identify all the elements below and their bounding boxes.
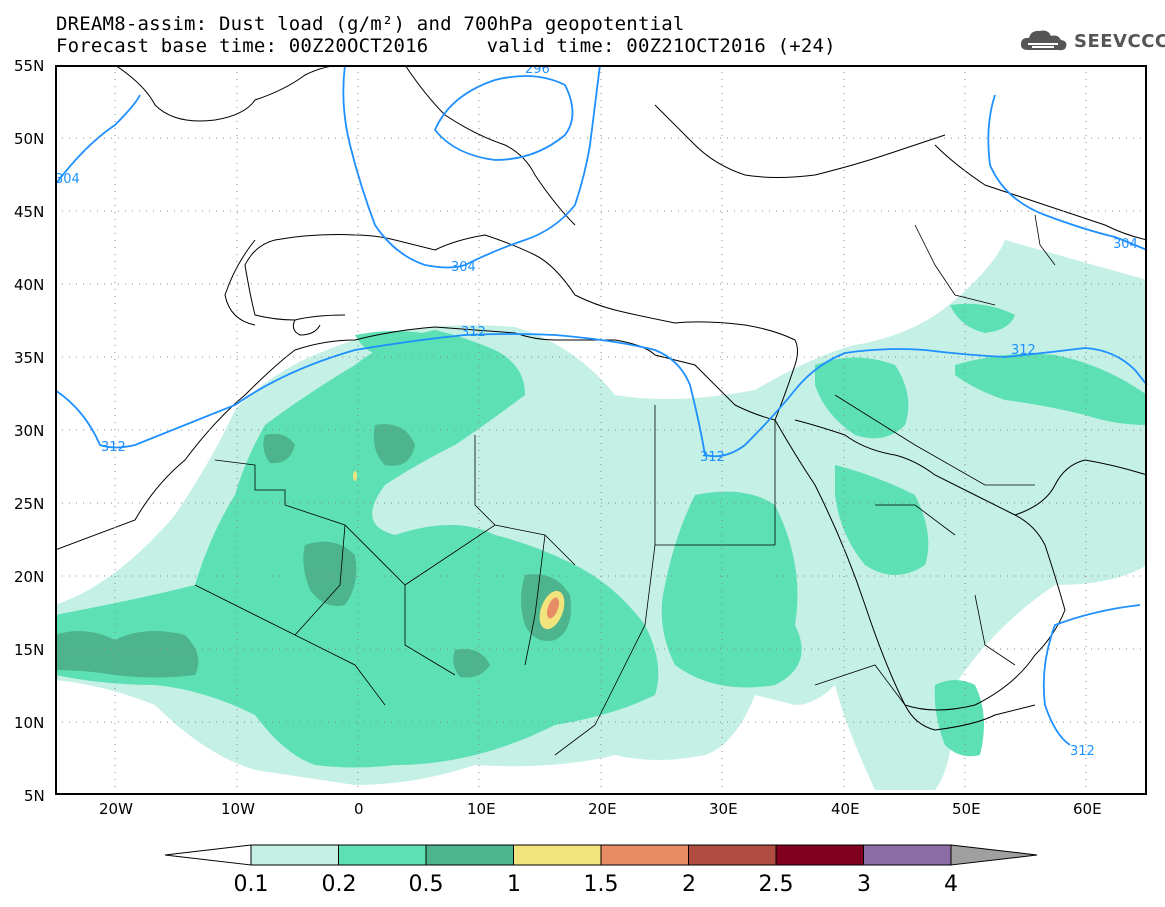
colorbar-cell (600, 844, 689, 866)
contour-label: 296 (525, 65, 550, 77)
contour-label: 312 (461, 325, 486, 340)
map-subtitle: Forecast base time: 00Z20OCT2016 valid t… (56, 35, 836, 57)
seevccc-logo: SEEVCCC (1018, 28, 1165, 54)
lon-label: 40E (831, 800, 860, 818)
graticule (55, 65, 1147, 795)
geopotential-contours (55, 65, 1148, 746)
colorbar-cell (863, 844, 952, 866)
colorbar-label: 0.1 (233, 872, 269, 897)
country-borders (194, 214, 1056, 756)
colorbar-cell (950, 844, 1038, 866)
colorbar-label: 4 (944, 872, 958, 897)
lat-label: 15N (14, 641, 45, 659)
contour-label: 312 (101, 440, 126, 455)
colorbar-cell (425, 844, 514, 866)
contour-label: 304 (1113, 237, 1138, 252)
lon-label: 20W (99, 800, 133, 818)
contour-label: 312 (1070, 744, 1095, 759)
contour-label: 304 (451, 260, 476, 275)
contour-labels: 296 304 304 304 312 312 312 312 312 (55, 65, 1138, 759)
colorbar-cell (250, 844, 339, 866)
lon-label: 20E (588, 800, 617, 818)
colorbar-label: 1 (507, 872, 521, 897)
map-title: DREAM8-assim: Dust load (g/m²) and 700hP… (56, 13, 685, 35)
lat-label: 20N (14, 568, 45, 586)
logo-text: SEEVCCC (1074, 30, 1165, 52)
lon-label: 10W (221, 800, 255, 818)
lat-label: 30N (14, 422, 45, 440)
lat-label: 35N (14, 349, 45, 367)
lon-label: 50E (952, 800, 981, 818)
contour-label: 304 (55, 172, 80, 187)
colorbar-cell (338, 844, 427, 866)
colorbar (164, 844, 1038, 866)
dust-map: 296 304 304 304 312 312 312 312 312 (55, 65, 1148, 795)
dust-peak (353, 471, 565, 630)
contour-label: 312 (1011, 343, 1036, 358)
contour-label: 312 (700, 450, 725, 465)
lon-label: 0 (354, 800, 364, 818)
lat-label: 25N (14, 495, 45, 513)
colorbar-label: 2 (682, 872, 696, 897)
lon-label: 10E (467, 800, 496, 818)
colorbar-label: 2.5 (758, 872, 794, 897)
lat-label: 50N (14, 130, 45, 148)
colorbar-label: 0.5 (408, 872, 444, 897)
lon-label: 60E (1073, 800, 1102, 818)
lat-label: 40N (14, 276, 45, 294)
colorbar-cell (513, 844, 602, 866)
dust-band-0.2 (55, 303, 1147, 768)
colorbar-cell (775, 844, 864, 866)
lat-label: 10N (14, 714, 45, 732)
colorbar-cell (164, 844, 252, 866)
cloud-icon (1020, 30, 1067, 51)
lat-label: 55N (14, 57, 45, 75)
lat-label: 45N (14, 203, 45, 221)
lon-label: 30E (709, 800, 738, 818)
colorbar-label: 3 (857, 872, 871, 897)
colorbar-label: 1.5 (583, 872, 619, 897)
colorbar-label: 0.2 (321, 872, 357, 897)
lat-label: 5N (24, 787, 45, 805)
colorbar-cell (688, 844, 777, 866)
map-border (55, 65, 1147, 795)
